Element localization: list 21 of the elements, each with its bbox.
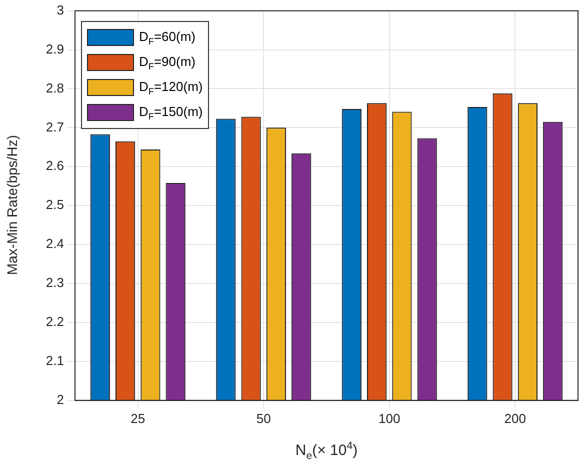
y-axis-title: Max-Min Rate(bps/Hz) — [4, 134, 20, 276]
legend-label: D$_{F}$=90(m) — [139, 54, 196, 72]
y-tick-label: 2.1 — [46, 353, 64, 368]
legend-label: D$_{F}$=120(m) — [139, 78, 203, 96]
y-tick-label: 2.3 — [46, 275, 64, 290]
y-tick-label: 2.2 — [46, 314, 64, 330]
y-tick-label: 2.8 — [46, 80, 64, 96]
y-tick-label: 2.4 — [46, 236, 64, 252]
x-tick-label: 100 — [378, 410, 400, 426]
y-tick-label: 2.9 — [46, 41, 64, 56]
y-tick-label: 2.5 — [46, 197, 64, 212]
x-tick-label: 200 — [504, 410, 526, 426]
x-axis-title: N$_{e}$(× 10$^{4}$) — [294, 440, 359, 462]
legend-label: D$_{F}$=150(m) — [139, 104, 203, 122]
legend-label: D$_{F}$=60(m) — [139, 28, 196, 46]
y-tick-label: 2.7 — [46, 119, 64, 134]
x-tick-label: 50 — [256, 410, 271, 426]
x-tick-label: 25 — [130, 410, 146, 426]
y-tick-label: 2.6 — [46, 158, 64, 174]
y-tick-label: 3 — [56, 2, 64, 18]
y-tick-label: 2 — [56, 392, 64, 407]
